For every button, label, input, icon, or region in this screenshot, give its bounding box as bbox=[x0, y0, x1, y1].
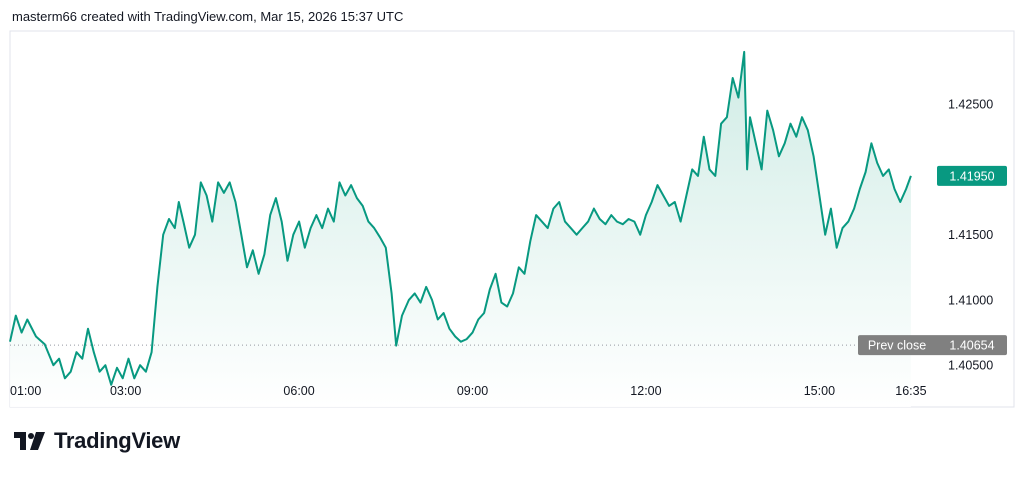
x-tick-label: 15:00 bbox=[804, 384, 835, 398]
y-tick-label: 1.41500 bbox=[948, 228, 993, 242]
prev-close-value: 1.40654 bbox=[949, 339, 994, 353]
y-axis: 1.42500 1.41500 1.41000 1.40500 bbox=[948, 98, 993, 373]
prev-close-label: Prev close bbox=[868, 339, 926, 353]
tradingview-brand[interactable]: TradingView bbox=[14, 428, 180, 454]
brand-name: TradingView bbox=[54, 428, 180, 453]
x-tick-label: 16:35 bbox=[895, 384, 926, 398]
area-fill bbox=[10, 51, 911, 408]
y-tick-label: 1.40500 bbox=[948, 359, 993, 373]
x-tick-label: 06:00 bbox=[283, 384, 314, 398]
price-line bbox=[9, 50, 912, 386]
x-tick-label: 01:00 bbox=[10, 384, 41, 398]
tradingview-logo-icon bbox=[14, 432, 45, 450]
chart-attribution: masterm66 created with TradingView.com, … bbox=[12, 9, 404, 24]
last-price-tag bbox=[937, 165, 1007, 186]
x-tick-label: 12:00 bbox=[630, 384, 661, 398]
x-axis: 01:00 03:00 06:00 09:00 12:00 15:00 16:35 bbox=[10, 384, 927, 398]
price-tags: 1.41950 Prev close 1.40654 bbox=[858, 165, 1007, 356]
line-layer bbox=[9, 50, 912, 386]
last-price-value: 1.41950 bbox=[949, 169, 994, 183]
area-layer bbox=[10, 51, 911, 408]
y-tick-label: 1.41000 bbox=[948, 293, 993, 307]
prev-close-tag bbox=[858, 335, 1007, 356]
x-tick-label: 09:00 bbox=[457, 384, 488, 398]
x-tick-label: 03:00 bbox=[110, 384, 141, 398]
y-tick-label: 1.42500 bbox=[948, 98, 993, 112]
